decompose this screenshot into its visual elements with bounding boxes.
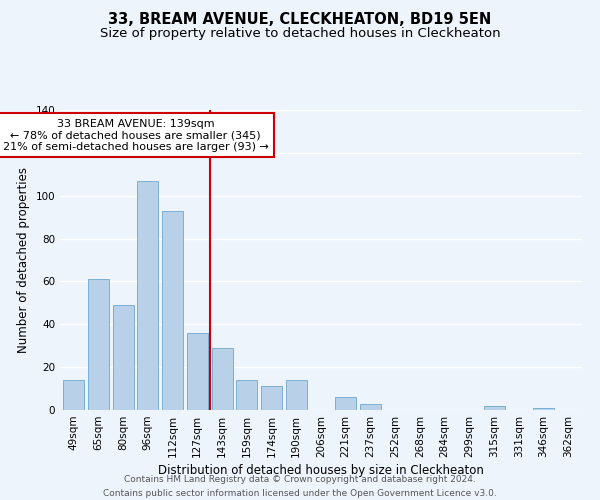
Bar xyxy=(187,333,208,410)
Bar xyxy=(236,380,257,410)
Bar xyxy=(88,280,109,410)
Bar xyxy=(335,397,356,410)
Bar xyxy=(137,180,158,410)
X-axis label: Distribution of detached houses by size in Cleckheaton: Distribution of detached houses by size … xyxy=(158,464,484,477)
Bar xyxy=(484,406,505,410)
Bar xyxy=(113,305,134,410)
Bar xyxy=(212,348,233,410)
Text: Size of property relative to detached houses in Cleckheaton: Size of property relative to detached ho… xyxy=(100,28,500,40)
Bar xyxy=(162,210,183,410)
Bar xyxy=(533,408,554,410)
Text: Contains HM Land Registry data © Crown copyright and database right 2024.
Contai: Contains HM Land Registry data © Crown c… xyxy=(103,476,497,498)
Y-axis label: Number of detached properties: Number of detached properties xyxy=(17,167,30,353)
Bar xyxy=(360,404,381,410)
Bar xyxy=(63,380,84,410)
Text: 33, BREAM AVENUE, CLECKHEATON, BD19 5EN: 33, BREAM AVENUE, CLECKHEATON, BD19 5EN xyxy=(109,12,491,28)
Text: 33 BREAM AVENUE: 139sqm
← 78% of detached houses are smaller (345)
21% of semi-d: 33 BREAM AVENUE: 139sqm ← 78% of detache… xyxy=(2,118,268,152)
Bar xyxy=(261,386,282,410)
Bar xyxy=(286,380,307,410)
